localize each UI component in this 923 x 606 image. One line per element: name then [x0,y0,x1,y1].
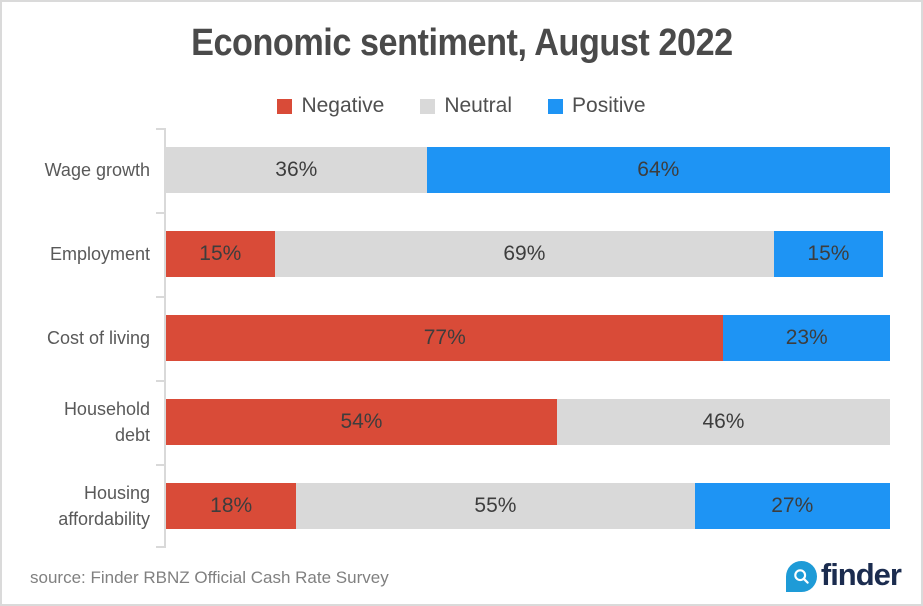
positive-swatch-icon [548,98,564,114]
finder-logo: finder [785,557,902,594]
value-label: 69% [503,242,546,265]
brand-text: finder [820,557,902,592]
axis-tick [156,296,164,298]
bar-row-housing-affordability: 18% 55% 27% [166,483,890,529]
legend-label: Neutral [444,94,513,117]
chart-title: Economic sentiment, August 2022 [2,22,921,65]
axis-tick [156,464,164,466]
legend-item-positive: Positive [548,94,646,118]
axis-tick [156,212,164,214]
bar-row-wage-growth: 36% 64% [166,147,890,193]
bar-row-household-debt: 54% 46% [166,399,890,445]
category-label-wage-growth: Wage growth [44,159,150,180]
plot-area: 36% 64% 15% 69% 15% 77% 23% 54% 46% 18% … [156,128,890,548]
axis-tick [156,546,164,548]
legend-label: Negative [301,94,385,117]
bar-segment-positive: 15% [774,231,883,277]
bar-segment-neutral: 69% [274,231,775,277]
bar-segment-negative: 18% [166,483,297,529]
bar-row-employment: 15% 69% 15% [166,231,890,277]
value-label: 46% [702,410,745,433]
legend: Negative Neutral Positive [2,94,921,118]
value-label: 23% [785,326,828,349]
bar-segment-negative: 54% [166,399,557,445]
value-label: 15% [199,242,242,265]
neutral-swatch-icon [420,98,436,114]
axis-tick [156,380,164,382]
value-label: 77% [423,326,466,349]
category-label-housing-affordability: Housing affordability [58,482,150,529]
value-label: 36% [275,158,318,181]
category-label-household-debt: Household debt [63,398,150,445]
chart-title-text: Economic sentiment, August 2022 [190,22,733,64]
category-label-cost-of-living: Cost of living [46,327,150,348]
value-label: 27% [771,494,814,517]
value-label: 55% [474,494,517,517]
source-note: source: Finder RBNZ Official Cash Rate S… [30,568,389,587]
legend-label: Positive [572,94,646,117]
legend-item-negative: Negative [277,94,384,118]
bar-segment-neutral: 55% [296,483,695,529]
bar-segment-positive: 23% [723,315,890,361]
negative-swatch-icon [277,98,293,114]
value-label: 18% [210,494,253,517]
value-label: 15% [807,242,850,265]
value-label: 64% [637,158,680,181]
bar-segment-neutral: 36% [166,147,427,193]
magnifier-icon [785,561,817,592]
bar-segment-negative: 77% [166,315,724,361]
legend-item-neutral: Neutral [420,94,512,118]
bar-segment-negative: 15% [166,231,275,277]
bar-segment-positive: 64% [426,147,890,193]
category-label-employment: Employment [49,243,150,264]
bar-segment-positive: 27% [694,483,890,529]
bar-row-cost-of-living: 77% 23% [166,315,890,361]
value-label: 54% [340,410,383,433]
axis-tick [156,128,164,130]
bar-segment-neutral: 46% [556,399,890,445]
